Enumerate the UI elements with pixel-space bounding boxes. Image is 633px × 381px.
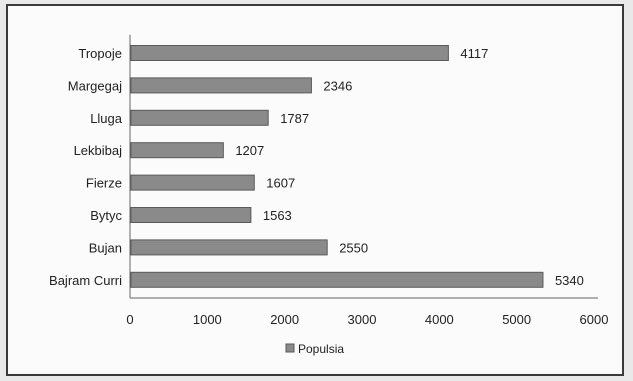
data-label: 2346 (323, 78, 352, 93)
x-tick-label: 6000 (580, 312, 609, 327)
x-tick-label: 3000 (348, 312, 377, 327)
legend-label: Populsia (298, 342, 344, 356)
data-label: 1607 (266, 176, 295, 191)
data-label: 1207 (235, 143, 264, 158)
data-label: 5340 (555, 273, 584, 288)
x-tick-label: 0 (126, 312, 133, 327)
category-label: Bajram Curri (49, 273, 122, 288)
bar-bujan (130, 239, 328, 256)
bar-lluga (130, 109, 269, 126)
category-label: Bytyc (90, 208, 122, 223)
category-label: Bujan (89, 240, 122, 255)
x-tick-label: 4000 (425, 312, 454, 327)
data-label: 4117 (460, 46, 488, 61)
bar-margegaj (130, 77, 312, 94)
data-label: 1787 (280, 111, 309, 126)
category-label: Lekbibaj (74, 143, 123, 158)
data-label: 1563 (263, 208, 292, 223)
chart-frame: Tropoje 4117 Margegaj 2346 Lluga 1787 Lekbibaj… (6, 4, 624, 376)
category-label: Tropoje (78, 46, 122, 61)
population-bar-chart: Tropoje 4117 Margegaj 2346 Lluga 1787 Lekbibaj… (49, 34, 609, 356)
category-label: Lluga (90, 111, 123, 126)
category-label: Margegaj (68, 78, 122, 93)
category-label: Fierze (86, 176, 122, 191)
bar-bajram-curri (130, 271, 544, 288)
bar-fierze (130, 174, 255, 191)
bar-lekbibaj (130, 142, 224, 159)
x-tick-label: 1000 (193, 312, 222, 327)
bar-tropoje (130, 45, 449, 61)
legend-swatch (285, 343, 295, 353)
x-tick-label: 5000 (502, 312, 531, 327)
data-label: 2550 (339, 240, 368, 255)
bar-bytyc (130, 207, 252, 223)
x-tick-label: 2000 (270, 312, 299, 327)
